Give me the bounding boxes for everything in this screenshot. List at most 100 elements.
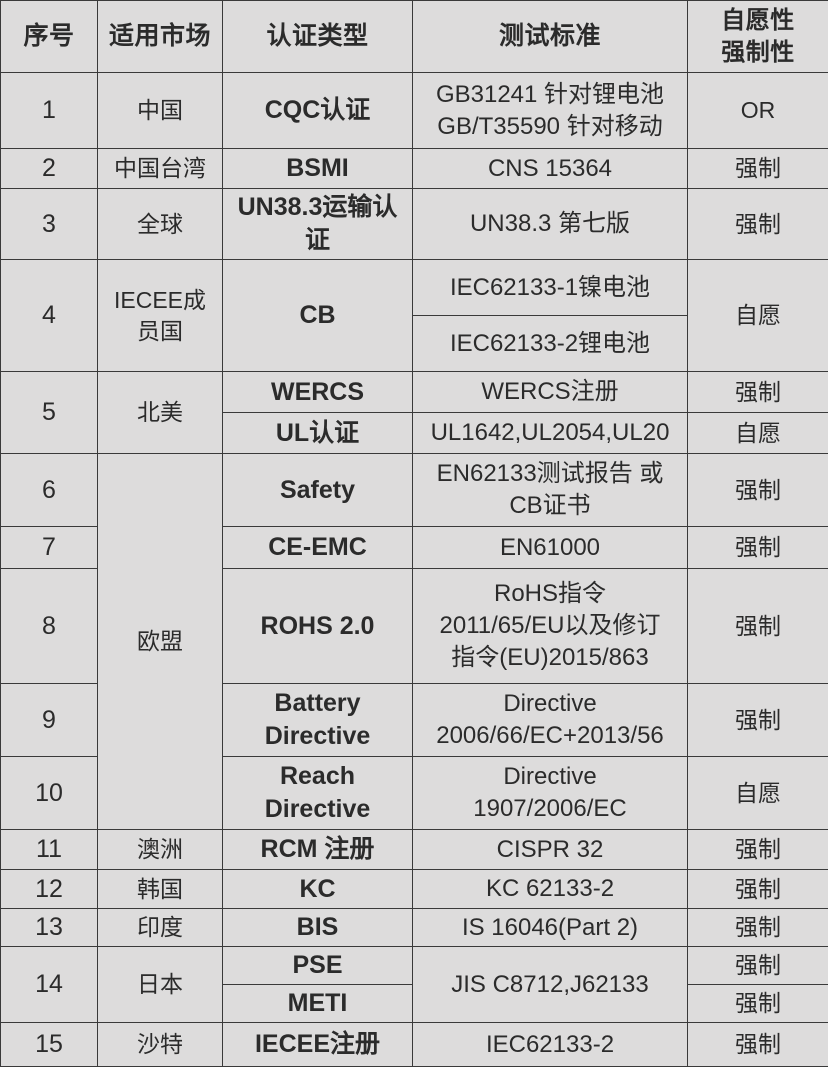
cell-cert-type: BSMI <box>223 149 413 189</box>
cell-market: 中国 <box>98 73 223 149</box>
standard-line: Directive <box>416 761 684 793</box>
header-requirement-line1: 自愿性 <box>691 5 825 37</box>
table-header: 序号 适用市场 认证类型 测试标准 自愿性 强制性 <box>1 1 828 73</box>
cell-no: 8 <box>1 569 98 684</box>
cell-cert-type: BIS <box>223 909 413 947</box>
cell-standard: Directive 2006/66/EC+2013/56 <box>413 684 688 757</box>
header-row: 序号 适用市场 认证类型 测试标准 自愿性 强制性 <box>1 1 828 73</box>
table-row: 15 沙特 IECEE注册 IEC62133-2 强制 <box>1 1023 828 1067</box>
cell-requirement: 强制 <box>688 870 828 909</box>
cell-no: 14 <box>1 947 98 1023</box>
cell-requirement: 强制 <box>688 684 828 757</box>
cell-cert-type: Battery Directive <box>223 684 413 757</box>
header-cell-no: 序号 <box>1 1 98 73</box>
cell-cert-type: RCM 注册 <box>223 830 413 870</box>
cell-cert-type: WERCS <box>223 372 413 413</box>
cell-standard: RoHS指令 2011/65/EU以及修订 指令(EU)2015/863 <box>413 569 688 684</box>
cell-standard: IEC62133-1镍电池 <box>413 260 688 316</box>
standard-line: GB/T35590 针对移动 <box>416 111 684 143</box>
header-requirement-line2: 强制性 <box>691 37 825 69</box>
header-cell-requirement: 自愿性 强制性 <box>688 1 828 73</box>
cell-cert-type: Reach Directive <box>223 757 413 830</box>
cell-cert-type: CB <box>223 260 413 372</box>
cell-cert-type: METI <box>223 985 413 1023</box>
cell-market: IECEE成 员国 <box>98 260 223 372</box>
cell-requirement: 强制 <box>688 947 828 985</box>
cell-market: 全球 <box>98 189 223 260</box>
table-row: 11 澳洲 RCM 注册 CISPR 32 强制 <box>1 830 828 870</box>
cell-standard: WERCS注册 <box>413 372 688 413</box>
cell-no: 11 <box>1 830 98 870</box>
table-row: 2 中国台湾 BSMI CNS 15364 强制 <box>1 149 828 189</box>
cert-type-line: Battery <box>226 687 409 720</box>
cert-type-line: Directive <box>226 793 409 826</box>
standard-line: 2011/65/EU以及修订 <box>416 610 684 642</box>
standard-line: RoHS指令 <box>416 578 684 610</box>
cell-standard: CNS 15364 <box>413 149 688 189</box>
table-row: 12 韩国 KC KC 62133-2 强制 <box>1 870 828 909</box>
cell-market: 欧盟 <box>98 454 223 830</box>
table-row: 3 全球 UN38.3运输认 证 UN38.3 第七版 强制 <box>1 189 828 260</box>
cell-standard: CISPR 32 <box>413 830 688 870</box>
cert-type-line: UN38.3运输认 <box>226 191 409 224</box>
cell-no: 12 <box>1 870 98 909</box>
cell-requirement: 强制 <box>688 985 828 1023</box>
cell-market: 韩国 <box>98 870 223 909</box>
cell-requirement: 自愿 <box>688 757 828 830</box>
cell-no: 7 <box>1 527 98 569</box>
table-body: 1 中国 CQC认证 GB31241 针对锂电池 GB/T35590 针对移动 … <box>1 73 828 1067</box>
market-line: 员国 <box>101 316 219 346</box>
table-row: 14 日本 PSE JIS C8712,J62133 强制 <box>1 947 828 985</box>
cell-requirement: 强制 <box>688 1023 828 1067</box>
cell-no: 5 <box>1 372 98 454</box>
header-cell-market: 适用市场 <box>98 1 223 73</box>
cell-market: 澳洲 <box>98 830 223 870</box>
cell-requirement: 自愿 <box>688 413 828 454</box>
cell-requirement: 强制 <box>688 569 828 684</box>
cell-market: 沙特 <box>98 1023 223 1067</box>
cell-cert-type: CQC认证 <box>223 73 413 149</box>
table-row: 4 IECEE成 员国 CB IEC62133-1镍电池 自愿 <box>1 260 828 316</box>
cell-market: 日本 <box>98 947 223 1023</box>
standard-line: GB31241 针对锂电池 <box>416 79 684 111</box>
table-row: 6 欧盟 Safety EN62133测试报告 或 CB证书 强制 <box>1 454 828 527</box>
table-row: 13 印度 BIS IS 16046(Part 2) 强制 <box>1 909 828 947</box>
cell-market: 印度 <box>98 909 223 947</box>
cell-no: 1 <box>1 73 98 149</box>
cell-standard: IS 16046(Part 2) <box>413 909 688 947</box>
cell-cert-type: ROHS 2.0 <box>223 569 413 684</box>
cell-standard: Directive 1907/2006/EC <box>413 757 688 830</box>
standard-line: CB证书 <box>416 490 684 522</box>
header-cell-type: 认证类型 <box>223 1 413 73</box>
table-row: 1 中国 CQC认证 GB31241 针对锂电池 GB/T35590 针对移动 … <box>1 73 828 149</box>
cell-requirement: 强制 <box>688 149 828 189</box>
standard-line: 1907/2006/EC <box>416 793 684 825</box>
cell-standard: KC 62133-2 <box>413 870 688 909</box>
standard-line: EN62133测试报告 或 <box>416 458 684 490</box>
cell-cert-type: Safety <box>223 454 413 527</box>
table-row: 5 北美 WERCS WERCS注册 强制 <box>1 372 828 413</box>
cell-no: 9 <box>1 684 98 757</box>
standard-line: 2006/66/EC+2013/56 <box>416 720 684 752</box>
cell-standard: JIS C8712,J62133 <box>413 947 688 1023</box>
cert-type-line: Reach <box>226 760 409 793</box>
market-line: IECEE成 <box>101 285 219 315</box>
cell-cert-type: UL认证 <box>223 413 413 454</box>
cert-type-line: Directive <box>226 720 409 753</box>
cell-standard: UL1642,UL2054,UL20 <box>413 413 688 454</box>
standard-line: 指令(EU)2015/863 <box>416 642 684 674</box>
cell-no: 6 <box>1 454 98 527</box>
cell-cert-type: CE-EMC <box>223 527 413 569</box>
cell-requirement: 强制 <box>688 372 828 413</box>
cell-requirement: 强制 <box>688 454 828 527</box>
cell-standard: UN38.3 第七版 <box>413 189 688 260</box>
cell-market: 北美 <box>98 372 223 454</box>
standard-line: Directive <box>416 688 684 720</box>
cell-no: 4 <box>1 260 98 372</box>
cell-requirement: 强制 <box>688 527 828 569</box>
cell-no: 2 <box>1 149 98 189</box>
cell-no: 13 <box>1 909 98 947</box>
header-cell-standard: 测试标准 <box>413 1 688 73</box>
cell-standard: EN62133测试报告 或 CB证书 <box>413 454 688 527</box>
